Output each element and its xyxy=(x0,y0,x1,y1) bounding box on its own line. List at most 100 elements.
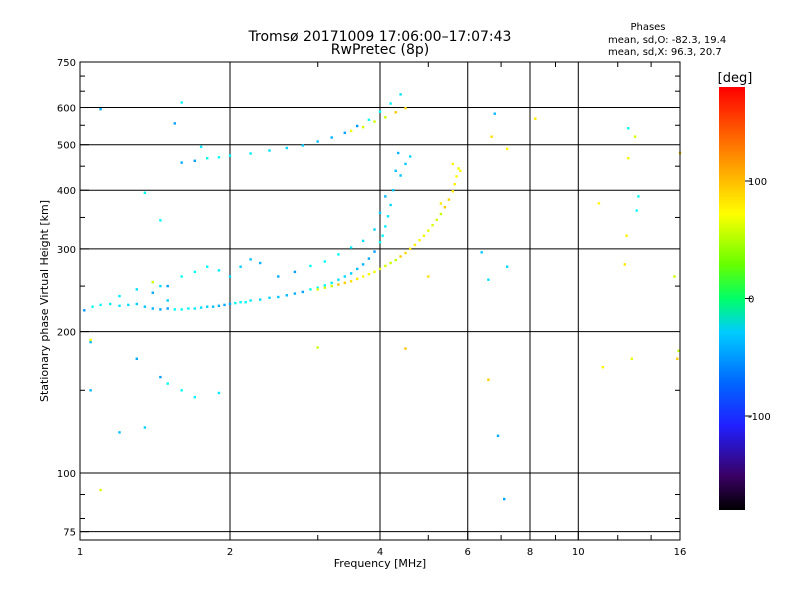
data-point xyxy=(206,157,209,160)
data-point xyxy=(323,260,326,263)
data-point xyxy=(135,357,138,360)
x-tick-label: 6 xyxy=(465,547,471,558)
data-point xyxy=(418,239,421,242)
data-point xyxy=(199,306,203,309)
data-point xyxy=(451,162,454,166)
data-point xyxy=(217,391,221,395)
data-point xyxy=(293,292,297,295)
data-point xyxy=(457,167,460,170)
data-point xyxy=(451,190,454,193)
data-point xyxy=(118,431,121,434)
data-points xyxy=(83,93,682,501)
data-point xyxy=(89,389,92,392)
data-point xyxy=(159,308,162,311)
data-point xyxy=(386,215,390,218)
data-point xyxy=(206,265,209,268)
data-point xyxy=(373,250,376,253)
data-point xyxy=(277,275,280,278)
data-point xyxy=(453,183,456,186)
data-point xyxy=(361,125,365,129)
data-point xyxy=(301,144,304,147)
data-point xyxy=(151,307,154,310)
y-tick-label: 400 xyxy=(57,186,76,197)
chart-title: Tromsø 20171009 17:06:00–17:07:43 xyxy=(248,29,512,45)
stats-o-mode: mean, sd,O: -82.3, 19.4 xyxy=(608,35,726,46)
data-point xyxy=(180,275,183,278)
data-point xyxy=(373,120,376,123)
data-point xyxy=(337,278,340,281)
data-point xyxy=(487,278,490,281)
data-point xyxy=(630,357,633,360)
data-point xyxy=(343,281,346,285)
data-point xyxy=(627,157,630,160)
data-point xyxy=(404,162,407,166)
data-point xyxy=(180,308,183,311)
data-point xyxy=(389,102,392,105)
y-tick-label: 300 xyxy=(57,245,76,256)
data-point xyxy=(601,366,604,369)
data-point xyxy=(83,309,86,312)
data-point xyxy=(399,255,402,258)
data-point xyxy=(259,298,262,301)
data-point xyxy=(356,124,359,128)
data-point xyxy=(381,234,384,237)
data-point xyxy=(316,288,319,291)
data-point xyxy=(166,307,169,310)
data-point xyxy=(217,156,221,159)
data-point xyxy=(427,275,430,278)
x-tick-label: 1 xyxy=(77,547,83,558)
data-point xyxy=(99,108,102,111)
data-point xyxy=(193,270,196,274)
data-point xyxy=(447,198,451,201)
data-point xyxy=(404,347,407,350)
data-point xyxy=(159,375,162,379)
data-point xyxy=(409,155,412,158)
data-point xyxy=(459,169,462,172)
data-point xyxy=(228,302,232,306)
data-point xyxy=(249,299,252,302)
data-point xyxy=(404,107,407,110)
data-point xyxy=(349,246,353,249)
data-point xyxy=(480,251,483,254)
data-point xyxy=(89,338,92,342)
data-point xyxy=(211,305,215,308)
data-point xyxy=(109,302,112,306)
data-point xyxy=(180,101,183,104)
colorbar-tick-label: 100 xyxy=(748,177,767,188)
data-point xyxy=(439,212,443,216)
colorbar-tick-label: -100 xyxy=(748,412,771,423)
data-point xyxy=(409,247,412,251)
data-point xyxy=(249,152,252,155)
data-point xyxy=(173,122,176,125)
data-point xyxy=(361,263,365,266)
y-tick-label: 600 xyxy=(57,104,76,115)
data-point xyxy=(404,251,407,255)
data-point xyxy=(399,174,402,177)
data-point xyxy=(135,288,138,291)
data-point xyxy=(343,131,346,134)
data-point xyxy=(217,269,221,272)
data-point xyxy=(268,296,271,299)
data-point xyxy=(367,257,371,260)
data-point xyxy=(496,434,500,437)
data-point xyxy=(349,280,353,283)
data-point xyxy=(503,497,506,501)
chart-subtitle: RwPretec (8p) xyxy=(331,42,429,58)
data-point xyxy=(223,303,226,307)
data-point xyxy=(435,218,438,221)
data-point xyxy=(330,284,333,288)
data-point xyxy=(399,93,402,96)
y-axis-label: Stationary phase Virtual Height [km] xyxy=(38,200,51,402)
data-point xyxy=(316,346,319,349)
y-tick-label: 75 xyxy=(63,528,76,539)
data-point xyxy=(159,219,162,222)
y-tick-label: 500 xyxy=(57,141,76,152)
data-point xyxy=(199,145,203,148)
data-point xyxy=(413,243,417,247)
data-point xyxy=(633,135,637,138)
data-point xyxy=(151,291,154,294)
data-point xyxy=(193,307,196,310)
x-tick-label: 2 xyxy=(227,547,233,558)
data-point xyxy=(356,277,359,281)
data-point xyxy=(384,264,387,268)
